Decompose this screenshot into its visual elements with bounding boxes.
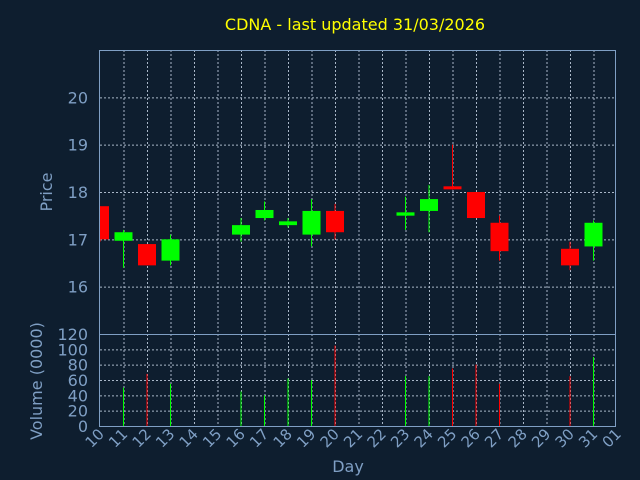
price-tick-label: 16 (68, 278, 88, 297)
x-tick-label: 27 (481, 425, 507, 451)
x-tick-label: 16 (223, 425, 249, 451)
price-tick-label: 19 (68, 136, 88, 155)
x-tick-label: 20 (317, 425, 343, 451)
candle-body (561, 248, 579, 266)
price-tick-label: 17 (68, 230, 88, 249)
candle-body (302, 210, 321, 235)
x-tick-label: 24 (411, 425, 437, 451)
volume-bars (123, 345, 594, 426)
x-tick-label: 30 (552, 425, 578, 451)
chart-title: CDNA - last updated 31/03/2026 (225, 15, 485, 34)
volume-axis-label: Volume (0000) (27, 322, 46, 440)
x-tick-label: 15 (199, 425, 225, 451)
x-tick-label: 22 (364, 425, 390, 451)
candle-body (467, 192, 485, 219)
candle-body (443, 186, 462, 190)
x-tick-label: 01 (599, 425, 625, 451)
volume-tick-label: 60 (68, 371, 88, 390)
candle-body (279, 221, 297, 226)
volume-tick-label: 100 (57, 340, 88, 359)
x-tick-label: 14 (176, 425, 202, 451)
price-y-ticks: 16 17 18 19 20 (68, 88, 88, 296)
price-tick-label: 20 (68, 88, 88, 107)
x-tick-label: 18 (270, 425, 296, 451)
candle-body (490, 222, 509, 252)
x-ticks: 1011121314151617181920212223242526272829… (82, 425, 625, 451)
candle-body (100, 206, 109, 240)
x-tick-label: 26 (458, 425, 484, 451)
volume-tick-label: 40 (68, 386, 88, 405)
volume-tick-label: 80 (68, 356, 88, 375)
x-tick-label: 23 (387, 425, 413, 451)
price-grid (100, 50, 616, 334)
volume-tick-label: 120 (57, 325, 88, 344)
x-tick-label: 13 (152, 425, 178, 451)
volume-tick-label: 20 (68, 402, 88, 421)
x-axis-label: Day (332, 457, 364, 476)
candle-body (584, 222, 603, 247)
x-tick-label: 17 (246, 425, 272, 451)
candle-body (396, 212, 415, 216)
candle-body (420, 199, 438, 211)
price-candles (99, 144, 603, 271)
volume-panel-frame (99, 334, 616, 427)
price-axis-label: Price (37, 172, 56, 211)
volume-grid (100, 334, 616, 426)
candle-body (326, 210, 344, 233)
x-tick-label: 28 (505, 425, 531, 451)
price-tick-label: 18 (68, 183, 88, 202)
x-tick-label: 29 (528, 425, 554, 451)
x-tick-label: 25 (434, 425, 460, 451)
candle-body (232, 225, 250, 235)
candle-body (114, 232, 133, 241)
x-tick-label: 19 (293, 425, 319, 451)
candle-body (138, 244, 156, 266)
volume-tick-label: 0 (78, 417, 88, 436)
x-tick-label: 11 (105, 425, 131, 451)
x-tick-label: 12 (129, 425, 155, 451)
x-tick-label: 31 (575, 425, 601, 451)
x-tick-label: 21 (340, 425, 366, 451)
candle-body (255, 209, 274, 219)
candle-body (161, 239, 180, 261)
